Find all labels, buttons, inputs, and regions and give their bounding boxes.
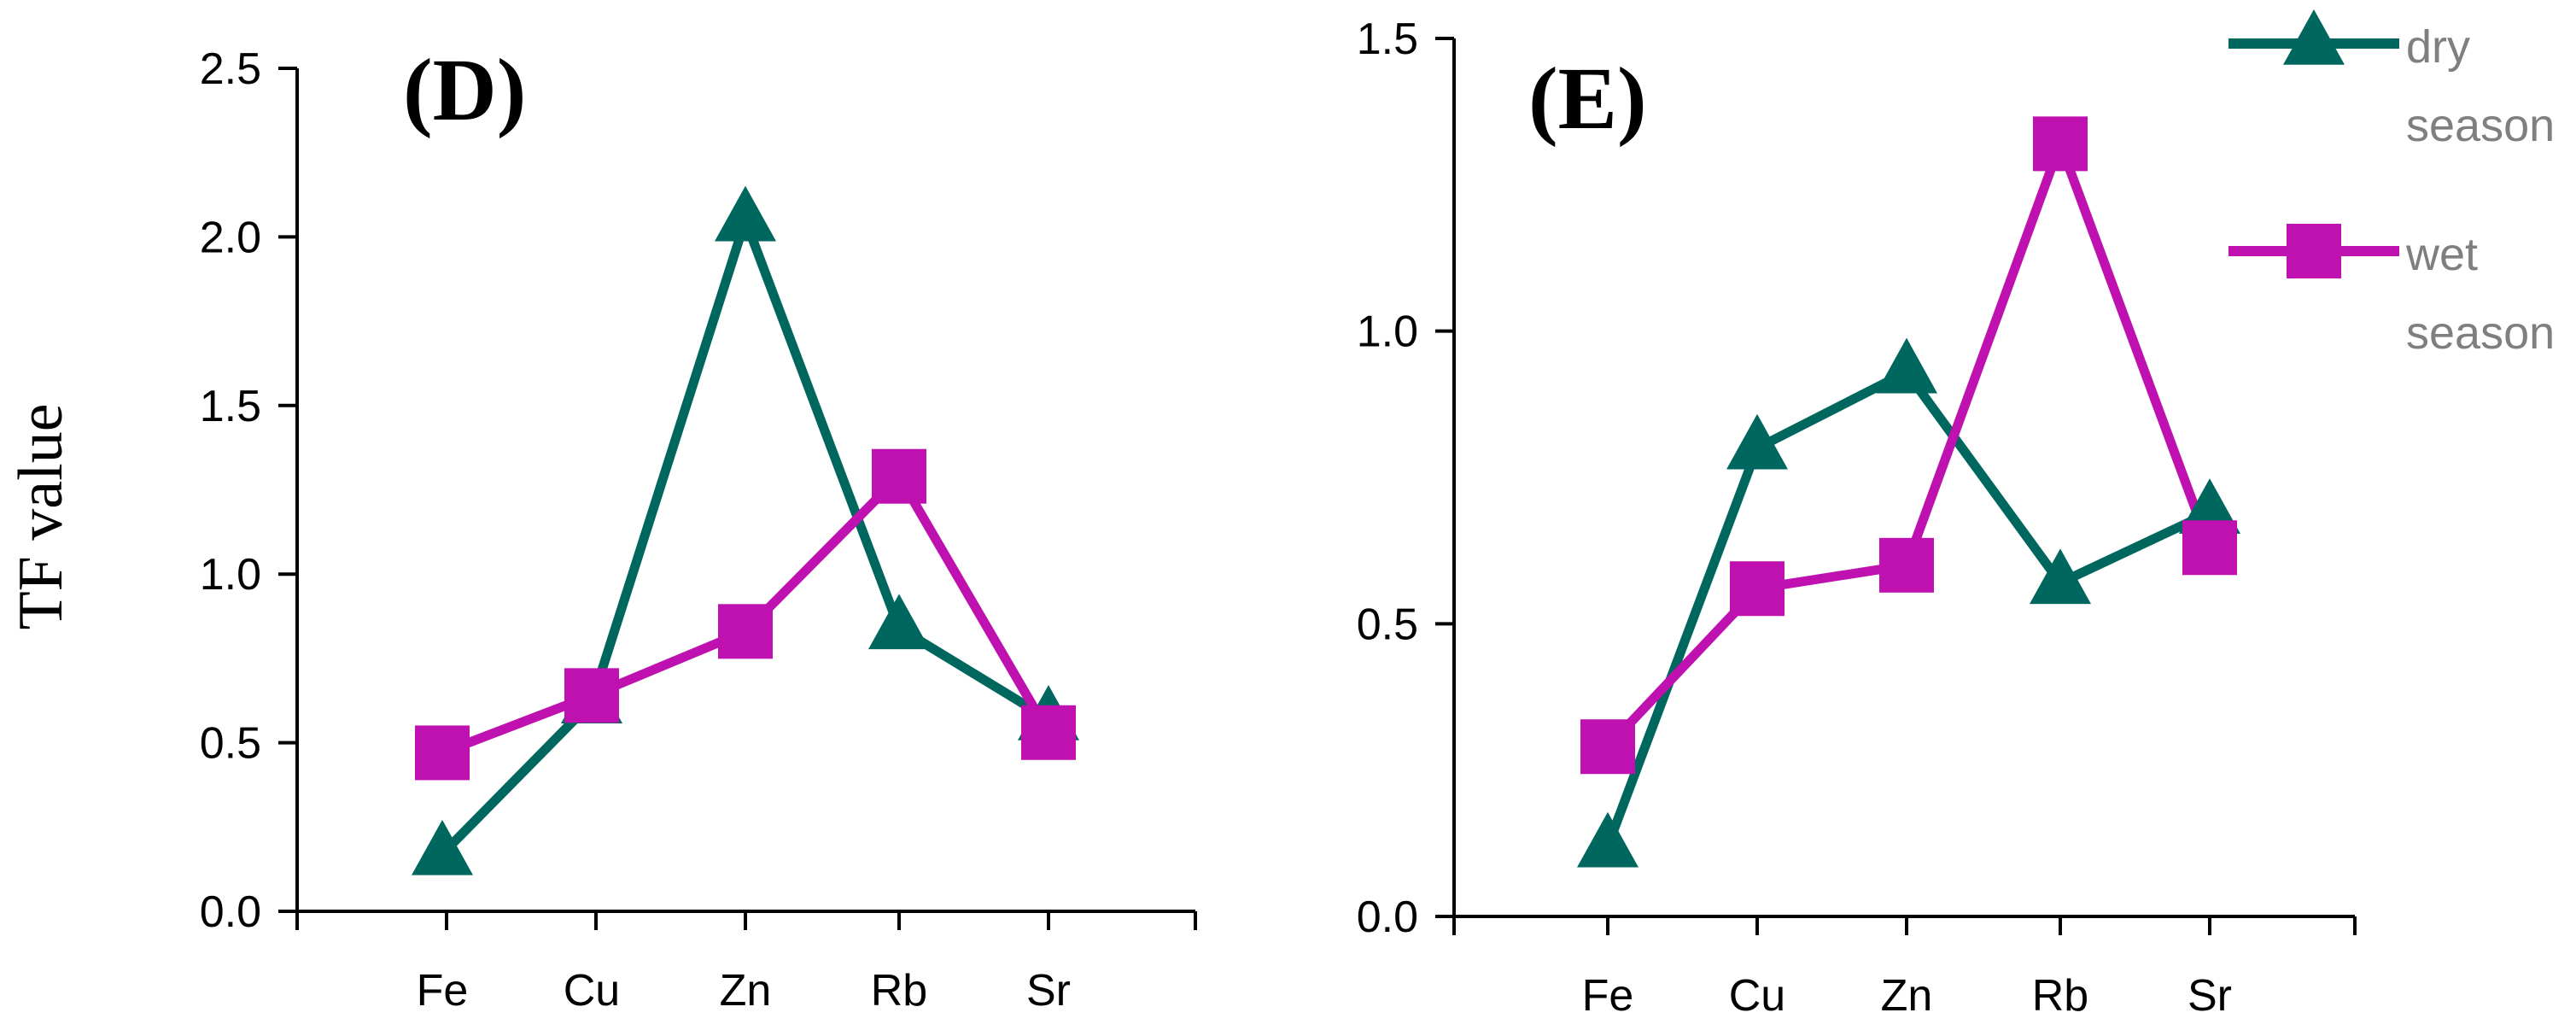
panel-label: (D) [403, 41, 526, 139]
legend-marker-wet [2287, 224, 2341, 278]
data-point-wet [1021, 705, 1076, 760]
y-tick-label: 0.0 [1357, 893, 1418, 942]
data-point-dry [1726, 413, 1788, 470]
x-tick-label: Cu [1729, 971, 1785, 1021]
data-point-wet [1879, 537, 1934, 593]
x-tick-label: Sr [2188, 971, 2232, 1021]
data-point-wet [718, 604, 773, 659]
data-point-wet [2182, 520, 2237, 576]
legend-marker-dry [2283, 9, 2345, 65]
x-tick-label: Rb [871, 966, 927, 1016]
panel-label: (E) [1528, 50, 1647, 148]
data-point-dry [1876, 337, 1937, 394]
data-point-dry [868, 594, 930, 650]
legend: dry season wet season [2228, 9, 2555, 359]
x-tick-label: Cu [564, 966, 620, 1016]
x-tick-label: Sr [1026, 966, 1071, 1016]
x-tick-label: Zn [1881, 971, 1933, 1021]
series-lines [1603, 138, 2215, 848]
chart-panel-d: 0.0 0.5 1.0 1.5 2.0 2.5 Fe Cu Zn Rb Sr (D) [200, 41, 1197, 1016]
data-point-wet [872, 448, 926, 504]
x-tick-label: Fe [417, 966, 469, 1016]
y-tick-label: 2.0 [200, 213, 261, 262]
legend-label: season [2406, 100, 2555, 151]
y-tick-label: 1.5 [1357, 15, 1418, 64]
y-tick-label: 0.5 [1357, 600, 1418, 649]
legend-label: dry [2406, 21, 2470, 73]
y-tick-label: 1.5 [200, 382, 261, 431]
y-tick-label: 0.0 [200, 887, 261, 937]
data-point-wet [1730, 561, 1785, 617]
data-point-wet [415, 725, 470, 781]
y-tick-label: 1.0 [200, 550, 261, 600]
y-tick-label: 2.5 [200, 44, 261, 94]
series-line-dry [439, 215, 1051, 857]
y-axis-label: TF value [6, 403, 76, 629]
series-line-dry [1603, 367, 2212, 848]
series-lines [439, 215, 1053, 857]
x-tick-label: Zn [720, 966, 772, 1016]
legend-label: season [2406, 307, 2555, 359]
x-tick-label: Fe [1582, 971, 1634, 1021]
data-point-dry [2179, 478, 2240, 534]
data-point-dry [412, 819, 473, 875]
series-line-wet [1604, 138, 2215, 751]
data-point-dry [2030, 548, 2091, 605]
y-tick-label: 0.5 [200, 719, 261, 769]
data-point-wet [564, 668, 619, 723]
data-point-wet [2033, 116, 2088, 172]
data-point-dry [715, 185, 776, 242]
series-markers [412, 185, 1079, 875]
y-tick-label: 1.0 [1357, 307, 1418, 357]
chart-panel-e: 0.0 0.5 1.0 1.5 Fe Cu Zn Rb Sr (E) [1357, 15, 2357, 1021]
data-point-dry [1577, 811, 1638, 868]
legend-label: wet [2405, 229, 2478, 280]
x-tick-label: Rb [2032, 971, 2088, 1021]
data-point-wet [1580, 719, 1635, 775]
series-markers [1577, 116, 2240, 868]
